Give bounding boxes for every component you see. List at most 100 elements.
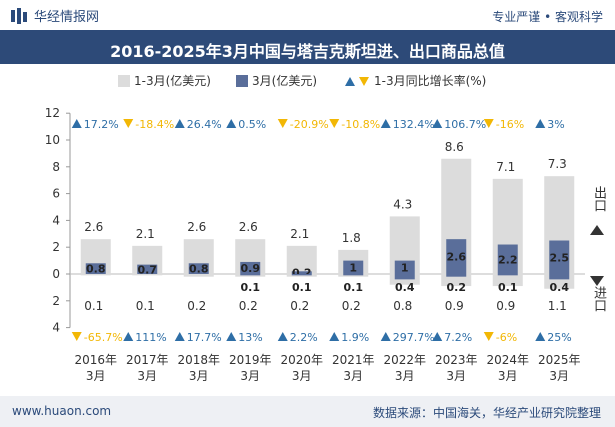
export-growth-label: 0.5% xyxy=(238,118,266,131)
export-growth-arrow xyxy=(277,119,288,128)
import-march-label: 0.1 xyxy=(344,281,364,294)
top-bar: 华经情报网 专业严谨 • 客观科学 xyxy=(0,0,615,30)
import-march-bar xyxy=(240,274,261,276)
legend-label-ytd: 1-3月(亿美元) xyxy=(134,74,211,88)
legend-item-growth: 1-3月同比增长率(%) xyxy=(344,72,486,89)
import-growth-arrow xyxy=(277,332,288,341)
x-tick-label-month: 3月 xyxy=(343,369,363,383)
export-march-label: 0.9 xyxy=(241,262,261,275)
import-arrow-icon xyxy=(590,276,604,286)
import-growth-arrow xyxy=(71,332,82,341)
x-tick-label-month: 3月 xyxy=(86,369,106,383)
y-tick-label: 10 xyxy=(45,133,60,147)
import-ytd-label: 0.2 xyxy=(290,299,309,313)
import-growth-label: 2.2% xyxy=(290,331,318,344)
legend-item-march: 3月(亿美元) xyxy=(236,72,317,89)
export-growth-arrow xyxy=(174,119,185,128)
export-march-bar xyxy=(394,260,415,274)
export-march-bar xyxy=(343,260,364,274)
import-growth-arrow xyxy=(123,332,134,341)
export-ytd-label: 2.6 xyxy=(239,220,258,234)
export-ytd-label: 7.3 xyxy=(548,157,567,171)
legend-item-ytd: 1-3月(亿美元) xyxy=(118,72,211,89)
import-growth-label: -6% xyxy=(496,331,517,344)
import-ytd-bar xyxy=(183,274,214,277)
x-tick-label-year: 2021年 xyxy=(332,353,375,367)
y-tick-label: 12 xyxy=(45,106,60,120)
import-growth-arrow xyxy=(174,332,185,341)
export-growth-arrow xyxy=(329,119,340,128)
import-ytd-label: 0.1 xyxy=(136,299,155,313)
export-ytd-label: 1.8 xyxy=(342,231,361,245)
x-tick-label-month: 3月 xyxy=(446,369,466,383)
export-ytd-bar xyxy=(286,245,317,274)
export-ytd-label: 2.6 xyxy=(187,220,206,234)
y-tick-label: 0 xyxy=(52,267,60,281)
import-march-label: 0.1 xyxy=(292,281,312,294)
export-growth-arrow xyxy=(380,119,391,128)
import-march-bar xyxy=(291,274,312,276)
export-arrow-icon xyxy=(590,225,604,235)
export-march-bar xyxy=(291,271,312,274)
export-growth-label: -10.8% xyxy=(341,118,380,131)
export-march-label: 2.2 xyxy=(498,253,518,266)
import-growth-label: 13% xyxy=(238,331,262,344)
import-growth-arrow xyxy=(535,332,546,341)
x-tick-label-month: 3月 xyxy=(240,369,260,383)
import-ytd-label: 0.8 xyxy=(393,299,412,313)
x-tick-label-month: 3月 xyxy=(549,369,569,383)
import-ytd-label: 0.2 xyxy=(342,299,361,313)
export-growth-label: -20.9% xyxy=(290,118,329,131)
export-march-label: 2.5 xyxy=(550,251,570,264)
import-axis-label: 进口 xyxy=(589,286,608,312)
x-tick-label-year: 2018年 xyxy=(177,353,220,367)
import-ytd-label: 0.2 xyxy=(239,299,258,313)
import-march-label: 0.2 xyxy=(447,281,467,294)
import-growth-label: 297.7% xyxy=(393,331,435,344)
import-march-bar xyxy=(343,274,364,276)
export-growth-label: 106.7% xyxy=(444,118,486,131)
export-growth-label: -18.4% xyxy=(135,118,174,131)
x-tick-label-year: 2019年 xyxy=(229,353,272,367)
import-growth-arrow xyxy=(226,332,237,341)
export-growth-arrow xyxy=(71,119,82,128)
import-march-label: 0.4 xyxy=(550,281,570,294)
import-ytd-bar xyxy=(132,274,163,276)
export-march-label: 1 xyxy=(349,261,357,274)
legend-label-growth: 1-3月同比增长率(%) xyxy=(374,74,487,88)
import-ytd-bar xyxy=(80,274,111,276)
y-tick-label: 4 xyxy=(52,213,60,227)
export-march-label: 0.8 xyxy=(86,263,106,276)
import-axis-text: 进口 xyxy=(591,286,606,312)
footer-url[interactable]: www.huaon.com xyxy=(12,404,112,418)
brand-logo-icon xyxy=(11,7,27,24)
import-march-bar xyxy=(497,274,518,276)
export-march-label: 0.8 xyxy=(189,263,209,276)
export-march-bar xyxy=(188,263,209,274)
export-growth-arrow xyxy=(123,119,134,128)
export-march-bar xyxy=(240,261,261,274)
legend-label-march: 3月(亿美元) xyxy=(252,74,317,88)
import-ytd-label: 0.1 xyxy=(84,299,103,313)
import-growth-label: 111% xyxy=(135,331,166,344)
export-ytd-label: 2.1 xyxy=(136,227,155,241)
export-growth-label: 3% xyxy=(547,118,564,131)
import-growth-label: 7.2% xyxy=(444,331,472,344)
import-ytd-bar xyxy=(492,274,523,287)
export-ytd-label: 4.3 xyxy=(393,197,412,211)
footer-source: 数据来源：中国海关，华经产业研究院整理 xyxy=(372,406,601,420)
import-growth-arrow xyxy=(380,332,391,341)
export-march-bar xyxy=(497,244,518,274)
title-bar xyxy=(0,30,615,64)
import-march-bar xyxy=(446,274,467,277)
legend-swatch-march xyxy=(236,74,248,87)
x-tick-label-month: 3月 xyxy=(395,369,415,383)
y-tick-label: 2 xyxy=(52,294,60,308)
export-growth-label: 26.4% xyxy=(187,118,222,131)
y-tick-label: 4 xyxy=(52,321,60,335)
brand[interactable]: 华经情报网 xyxy=(10,6,99,25)
legend-growth-arrows-icon xyxy=(345,76,369,86)
export-ytd-label: 2.1 xyxy=(290,227,309,241)
brand-name: 华经情报网 xyxy=(34,10,100,25)
import-growth-label: -65.7% xyxy=(84,331,123,344)
